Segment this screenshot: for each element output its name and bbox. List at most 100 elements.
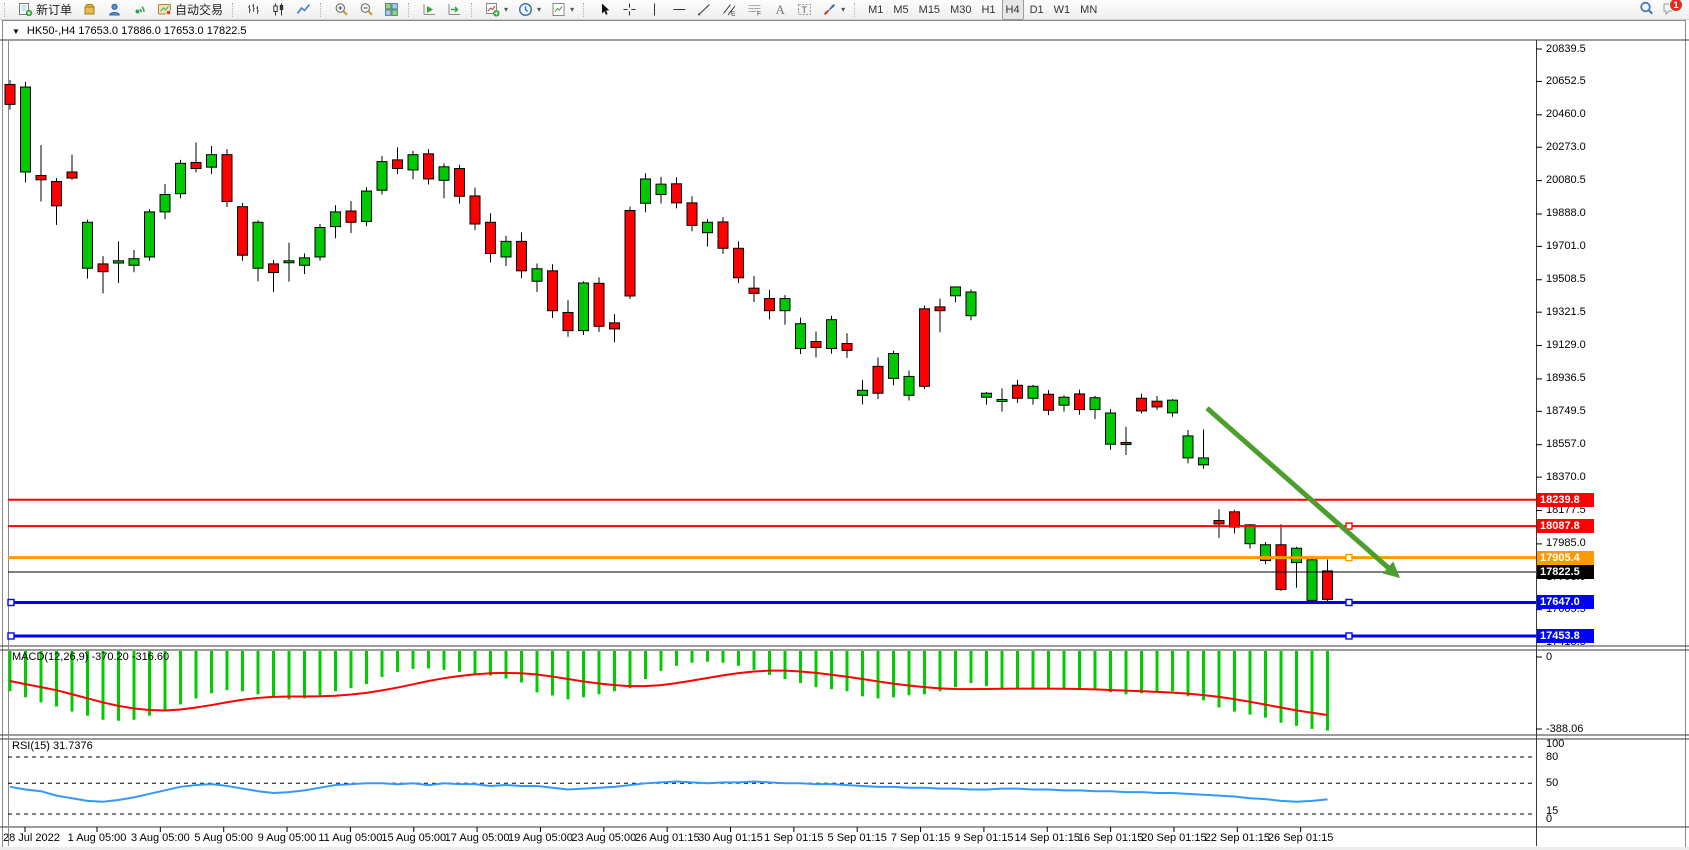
line-handle[interactable] [1345, 553, 1353, 562]
bar-chart-button[interactable] [242, 0, 265, 20]
time-tick: 15 Aug 05:00 [381, 832, 447, 844]
chevron-down-icon[interactable]: ▾ [537, 5, 542, 14]
community-button[interactable] [103, 0, 126, 20]
chevron-down-icon[interactable]: ▾ [504, 5, 509, 14]
time-tick: 22 Sep 01:15 [1204, 832, 1271, 844]
chart-shift-button[interactable] [443, 0, 466, 20]
bars-icon [246, 2, 261, 17]
templates-button[interactable]: ▾ [547, 0, 578, 20]
fibonacci-button[interactable]: F [743, 0, 766, 20]
price-tick: 19129.0 [1546, 339, 1586, 352]
cursor-icon [597, 2, 612, 17]
time-tick: 17 Aug 05:00 [444, 832, 510, 844]
time-tick: 9 Aug 05:00 [257, 832, 317, 844]
candle-body [1012, 384, 1023, 399]
chevron-down-icon[interactable]: ▾ [841, 5, 846, 14]
text-label-button[interactable]: T [793, 0, 816, 20]
line-handle[interactable] [7, 632, 15, 640]
candle-body [593, 282, 605, 327]
tf-m5-button[interactable]: M5 [889, 0, 912, 20]
autotrade-icon [157, 2, 172, 17]
chart-window [2, 20, 1686, 849]
tf-d1-button[interactable]: D1 [1026, 0, 1048, 20]
tf-m5-button-label: M5 [893, 3, 909, 16]
zoom-out-button[interactable] [355, 0, 378, 20]
candle-body [1074, 393, 1085, 411]
tf-h4-button[interactable]: H4 [1001, 0, 1024, 20]
candle-body [1043, 393, 1054, 411]
tile-windows-button[interactable] [380, 0, 403, 20]
line-handle[interactable] [7, 598, 15, 607]
notifications-button[interactable]: 1 [1662, 0, 1683, 19]
rsi-axis-label: 0 [1546, 812, 1553, 825]
line-icon [296, 2, 311, 17]
trend-arrow-head[interactable] [1382, 561, 1400, 579]
crosshair-button[interactable] [618, 0, 641, 20]
svg-text:T: T [802, 5, 808, 15]
time-tick: 14 Sep 01:15 [1014, 832, 1080, 844]
line-handle[interactable] [1345, 522, 1353, 530]
toolbar-grip [471, 2, 477, 17]
candle-body [934, 306, 946, 312]
candlestick-chart-button[interactable] [267, 0, 290, 20]
tf-h1-button-label: H1 [981, 3, 996, 16]
toolbar-grip [583, 2, 589, 17]
candle-body [1027, 385, 1039, 399]
toolbar-grip [4, 2, 10, 17]
time-tick: 16 Sep 01:15 [1077, 832, 1144, 844]
price-badge: 17647.0 [1537, 595, 1594, 610]
zoom-in-button[interactable] [330, 0, 353, 20]
candle-body [950, 286, 961, 297]
cursor-button[interactable] [593, 0, 616, 20]
crosshair-icon [622, 2, 637, 17]
text-button[interactable]: A [768, 0, 791, 20]
candle-body [407, 154, 419, 171]
signals-button[interactable] [128, 0, 151, 20]
line-handle[interactable] [1345, 598, 1353, 607]
price-tick: 19701.0 [1546, 239, 1586, 252]
auto-scroll-button[interactable] [418, 0, 441, 20]
time-tick: 28 Jul 2022 [3, 832, 60, 844]
candle-body [1151, 400, 1163, 408]
horizontal-line-button[interactable] [668, 0, 691, 20]
market-button[interactable] [78, 0, 101, 20]
indicators-button[interactable]: ▾ [481, 0, 512, 20]
search-button[interactable] [1639, 1, 1654, 19]
candle-body [578, 282, 589, 332]
tf-m30-button[interactable]: M30 [946, 0, 975, 20]
toolbar-grip [232, 2, 238, 17]
candle-body [702, 221, 713, 234]
tf-w1-button[interactable]: W1 [1050, 0, 1075, 20]
candlesticks[interactable] [4, 80, 1333, 603]
macd-label: MACD(12,26,9) -370.20 -316.60 [12, 651, 170, 663]
chevron-down-icon[interactable]: ▾ [570, 5, 575, 14]
tf-d1-button-label: D1 [1029, 3, 1044, 16]
candle-body [299, 257, 310, 266]
chart-dropdown-icon[interactable]: ▼ [12, 26, 20, 36]
periods-button[interactable]: ▾ [514, 0, 545, 20]
rsi-axis-label: 80 [1546, 750, 1559, 763]
new-order-icon [18, 2, 33, 17]
candle-body [857, 389, 868, 396]
price-tick: 19321.5 [1546, 305, 1586, 318]
new-order-button[interactable]: 新订单 [14, 0, 76, 20]
trend-arrow[interactable] [1205, 406, 1396, 575]
tf-m15-button[interactable]: M15 [915, 0, 944, 20]
candle-body [500, 240, 512, 258]
line-chart-button[interactable] [292, 0, 315, 20]
line-handle[interactable] [1345, 632, 1353, 640]
rsi-axis-label: 50 [1546, 776, 1559, 789]
candle-body [20, 86, 31, 173]
tf-m1-button[interactable]: M1 [864, 0, 887, 20]
tf-h1-button[interactable]: H1 [977, 0, 999, 20]
trendline-button[interactable] [693, 0, 716, 20]
rsi-axis-label: 100 [1546, 737, 1565, 750]
arrows-button[interactable]: ▾ [818, 0, 849, 20]
tf-mn-button[interactable]: MN [1076, 0, 1101, 20]
macd-indicator [8, 651, 1329, 731]
autotrade-button[interactable]: 自动交易 [153, 0, 227, 20]
vertical-line-button[interactable] [643, 0, 666, 20]
time-tick: 3 Aug 05:00 [130, 832, 190, 844]
channel-button[interactable]: E [718, 0, 741, 20]
